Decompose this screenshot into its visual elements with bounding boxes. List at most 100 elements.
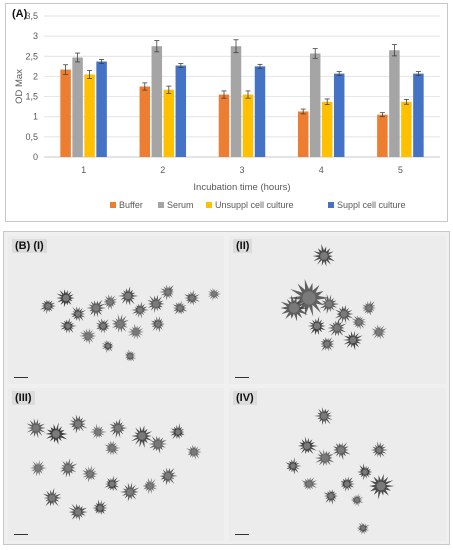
particle: [120, 482, 140, 502]
particle: [103, 294, 118, 310]
x-tick-label: 1: [81, 165, 86, 175]
particle: [101, 339, 114, 353]
y-tick-label: 1: [33, 112, 38, 122]
particle: [207, 287, 221, 301]
micrograph-iv-image: [285, 407, 395, 535]
legend-swatch: [328, 202, 334, 208]
particle: [334, 305, 354, 324]
bar: [151, 46, 163, 157]
particle: [361, 300, 376, 316]
y-tick-label: 3: [33, 31, 38, 41]
bar: [96, 61, 107, 157]
scale-bar: [14, 534, 28, 535]
particle: [124, 349, 137, 362]
particle: [320, 337, 335, 352]
micrograph-iv: (IV): [229, 388, 446, 541]
legend-label: Buffer: [119, 200, 143, 210]
x-tick-label: 3: [239, 165, 244, 175]
bar: [333, 73, 345, 157]
scale-bar: [14, 377, 28, 378]
particle: [109, 418, 128, 439]
particle: [343, 330, 363, 351]
particle: [356, 521, 370, 535]
x-tick-label: 4: [319, 165, 324, 175]
particle: [350, 493, 364, 507]
bar: [84, 74, 95, 157]
particle: [150, 316, 165, 333]
legend-label: Serum: [167, 200, 194, 210]
particle: [169, 423, 185, 440]
micrograph-label-iv: (IV): [233, 391, 257, 405]
particle: [70, 306, 87, 322]
micrograph-label-ii: (II): [233, 239, 253, 253]
micrograph-iii: (III): [8, 388, 224, 541]
y-tick-label: 2: [33, 71, 38, 81]
particle: [68, 414, 88, 434]
bar: [230, 46, 242, 157]
particle: [319, 293, 340, 314]
legend-swatch: [158, 202, 164, 208]
bar: [321, 101, 333, 157]
micrograph-i-image: [40, 284, 221, 362]
particle: [340, 476, 355, 492]
x-axis-title: Incubation time (hours): [193, 182, 290, 193]
particle: [312, 244, 335, 267]
bar: [401, 101, 412, 157]
micrograph-label-iii: (III): [12, 391, 35, 405]
particle: [111, 313, 129, 333]
particle: [40, 299, 56, 315]
particle: [127, 323, 144, 340]
particle: [118, 286, 139, 306]
y-tick-label: 2,5: [25, 51, 38, 61]
particle: [357, 463, 373, 481]
particle: [186, 444, 202, 460]
bar-chart: (A) 0 0,5 1 1,5 2 2,5 3 3,5 1 2 3 4 5 OD Max Incuba…: [12, 8, 440, 210]
particle: [285, 457, 302, 475]
micrograph-ii-image: [280, 244, 387, 352]
legend-swatch: [206, 202, 212, 208]
particle: [314, 407, 333, 425]
particle: [82, 465, 98, 483]
particle: [104, 475, 121, 492]
particle: [314, 449, 335, 467]
y-tick-label: 0,5: [25, 132, 38, 142]
particle: [68, 503, 88, 521]
particle: [371, 324, 387, 340]
particle: [332, 442, 351, 461]
micrograph-label-b-i: (B) (I): [12, 239, 47, 253]
chart-panel-a: (A) 0 0,5 1 1,5 2 2,5 3 3,5 1 2 3 4 5 OD Max Incuba…: [5, 3, 448, 222]
bar: [175, 65, 187, 157]
bar: [163, 89, 175, 157]
particle: [95, 318, 111, 334]
bar: [309, 53, 321, 157]
micrograph-ii: (II): [229, 236, 446, 384]
micrograph-iii-image: [26, 414, 202, 521]
particle: [104, 440, 121, 456]
particle: [369, 473, 395, 500]
particle: [131, 301, 149, 319]
panel-a-label: (A): [12, 8, 28, 20]
bar: [72, 57, 83, 157]
particle: [142, 477, 158, 495]
particle: [45, 422, 68, 445]
micrograph-panel-b: (B) (I) (II) (III) (IV): [3, 231, 450, 545]
y-tick-label: 1,5: [25, 92, 38, 102]
bar: [139, 86, 151, 157]
particle: [172, 300, 188, 315]
particle: [351, 315, 367, 330]
particle: [59, 317, 77, 334]
bar: [242, 94, 254, 157]
particle: [307, 316, 326, 336]
particle: [370, 441, 388, 459]
particle: [79, 328, 97, 345]
legend-label: Unsuppl cell culture: [215, 200, 294, 210]
bar: [297, 111, 309, 157]
particle: [301, 477, 318, 491]
y-tick-label: 3,5: [25, 11, 38, 21]
particle: [148, 435, 168, 454]
scale-bar: [235, 377, 249, 378]
particle: [89, 423, 107, 439]
particle: [298, 436, 318, 455]
micrograph-i: (B) (I): [8, 236, 224, 384]
particle: [92, 499, 108, 515]
